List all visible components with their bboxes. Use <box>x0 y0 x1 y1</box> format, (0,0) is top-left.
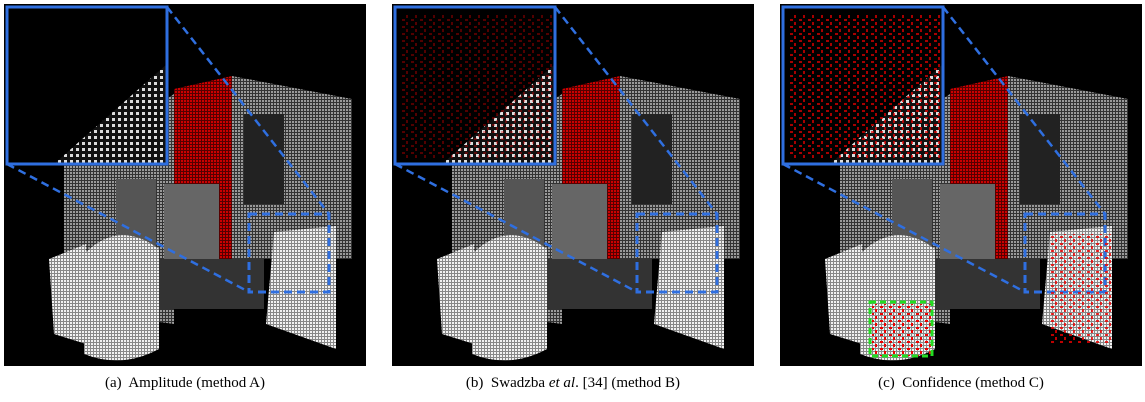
red-points <box>790 14 940 159</box>
figure: (a) Amplitude (method A) (b) Swadzba et … <box>0 0 1145 402</box>
caption-text: Amplitude (method A) <box>128 375 265 391</box>
point-cloud <box>4 4 366 366</box>
caption-label: (c) <box>878 375 895 391</box>
caption-text: . [34] (method B) <box>575 375 680 391</box>
panel-image <box>392 4 754 366</box>
caption: (b) Swadzba et al. [34] (method B) <box>392 375 754 392</box>
caption-text: Swadzba <box>491 375 549 391</box>
panel-image <box>780 4 1142 366</box>
caption-text: Confidence (method C) <box>902 375 1044 391</box>
caption: (c) Confidence (method C) <box>780 375 1142 392</box>
caption-label: (a) <box>105 375 122 391</box>
red-points <box>1050 234 1112 344</box>
panel-image <box>4 4 366 366</box>
red-points <box>872 304 932 356</box>
caption-label: (b) <box>466 375 484 391</box>
red-points <box>402 14 552 159</box>
caption-text: et al <box>549 375 575 391</box>
caption: (a) Amplitude (method A) <box>4 375 366 392</box>
